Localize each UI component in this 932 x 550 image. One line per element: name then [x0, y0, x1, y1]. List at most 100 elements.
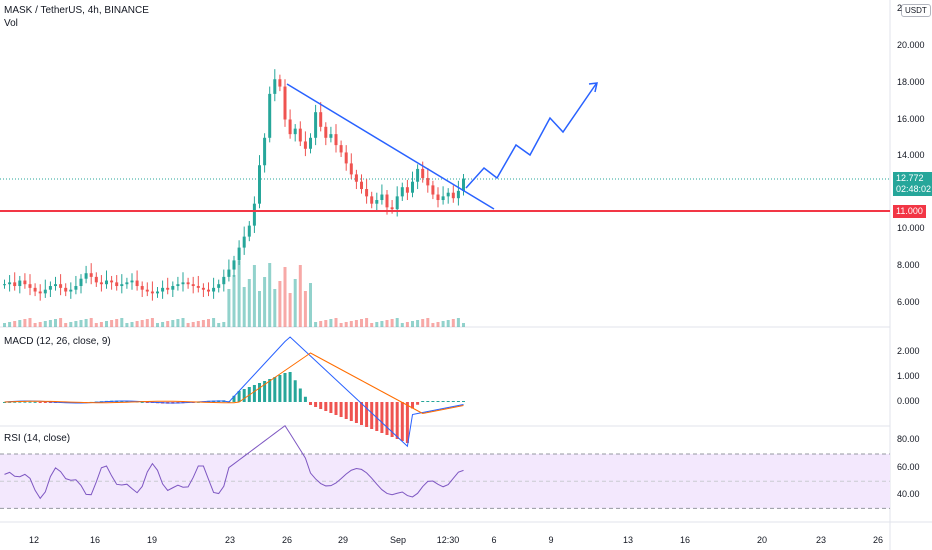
currency-badge[interactable]: USDT — [901, 4, 931, 17]
candle-body — [309, 137, 312, 149]
macd-histogram-bar — [405, 402, 409, 443]
volume-bar — [416, 320, 420, 327]
candle-body — [273, 79, 277, 94]
macd-histogram-bar — [380, 402, 384, 433]
volume-bar — [247, 279, 251, 327]
macd-histogram-bar — [309, 402, 312, 405]
volume-bar — [339, 323, 343, 327]
candle-body — [59, 284, 63, 288]
signal-line — [4, 352, 464, 415]
candle-body — [354, 174, 358, 182]
volume-bar — [3, 323, 6, 327]
rsi-label[interactable]: RSI (14, close) — [4, 433, 71, 444]
volume-bar — [405, 322, 409, 327]
volume-bar — [232, 275, 236, 327]
volume-bar — [99, 322, 103, 327]
volume-bar — [451, 319, 455, 327]
rsi-layer — [0, 424, 890, 509]
volume-bar — [94, 323, 98, 327]
macd-label[interactable]: MACD (12, 26, close, 9) — [4, 336, 111, 347]
volume-bar — [258, 291, 261, 327]
volume-bar — [110, 320, 114, 327]
macd-histogram-bar — [278, 375, 282, 402]
candle-body — [79, 278, 83, 287]
volume-bar — [18, 320, 22, 327]
candle-body — [421, 168, 425, 179]
candle-body — [339, 145, 343, 153]
candle-body — [176, 284, 180, 287]
volume-bar — [74, 321, 78, 327]
volume-bar — [125, 323, 129, 327]
macd-histogram-bar — [400, 402, 404, 441]
volume-layer — [3, 261, 465, 327]
volume-bar — [222, 322, 226, 327]
candle-body — [145, 289, 149, 292]
macd-axis-label: 0.000 — [897, 396, 920, 406]
candle-body — [43, 289, 47, 294]
macd-histogram-bar — [324, 402, 328, 411]
volume-bar — [349, 321, 353, 327]
candle-body — [370, 196, 374, 204]
rsi-axis-label: 40.00 — [897, 488, 920, 499]
time-axis-label: 23 — [815, 535, 827, 545]
candle-body — [344, 152, 348, 164]
time-axis-label: 13 — [622, 535, 634, 545]
macd-histogram-bar — [273, 377, 277, 402]
volume-bar — [166, 321, 170, 327]
candle-body — [360, 181, 363, 190]
volume-bar — [441, 321, 445, 327]
volume-bar — [421, 319, 425, 327]
support-price-tag: 11.000 — [893, 205, 926, 218]
candle-body — [105, 280, 108, 285]
macd-histogram-bar — [33, 401, 37, 403]
macd-histogram-bar — [426, 401, 430, 402]
bar-countdown: 02:48:02 — [896, 184, 932, 194]
candle-body — [334, 134, 338, 146]
volume-bar — [309, 283, 312, 327]
candle-body — [94, 276, 98, 283]
candle-body — [217, 284, 221, 288]
volume-bar — [130, 322, 134, 327]
candle-body — [74, 286, 78, 290]
descending-trendline — [286, 83, 495, 210]
macd-histogram-bar — [3, 402, 6, 403]
volume-bar — [385, 320, 389, 327]
candle-body — [462, 178, 465, 191]
candle-body — [283, 86, 287, 120]
volume-bar — [227, 289, 231, 327]
candle-body — [156, 291, 159, 294]
volume-bar — [140, 320, 144, 327]
price-axis-label: 14.000 — [897, 150, 925, 161]
candle-body — [375, 200, 379, 204]
macd-histogram-bar — [349, 402, 353, 421]
macd-histogram-bar — [43, 402, 47, 403]
volume-bar — [69, 322, 73, 327]
candle-body — [298, 128, 302, 142]
candle-body — [222, 276, 226, 285]
volume-bar — [181, 318, 185, 327]
candle-body — [99, 282, 103, 285]
last-price-value: 12.772 — [896, 173, 924, 183]
candle-body — [140, 286, 144, 290]
volume-bar — [370, 323, 374, 327]
volume-bar — [360, 319, 363, 327]
candle-body — [416, 168, 420, 182]
macd-histogram-bar — [446, 401, 450, 402]
time-axis-label: Sep — [389, 535, 407, 545]
time-axis-label: 6 — [491, 535, 497, 545]
symbol-title[interactable]: MASK / TetherUS, 4h, BINANCE — [4, 5, 149, 16]
candle-body — [329, 134, 333, 138]
candle-body — [268, 93, 272, 138]
volume-bar — [196, 321, 200, 327]
price-axis-label: 20.000 — [897, 40, 925, 51]
candle-body — [33, 287, 37, 292]
macd-histogram-bar — [263, 381, 267, 402]
macd-histogram-bar — [411, 402, 414, 409]
macd-histogram-bar — [38, 402, 42, 403]
candle-body — [390, 207, 394, 210]
macd-histogram-bar — [48, 402, 52, 403]
candle-body — [212, 287, 216, 292]
candle-body — [451, 192, 455, 199]
volume-bar — [268, 263, 272, 327]
